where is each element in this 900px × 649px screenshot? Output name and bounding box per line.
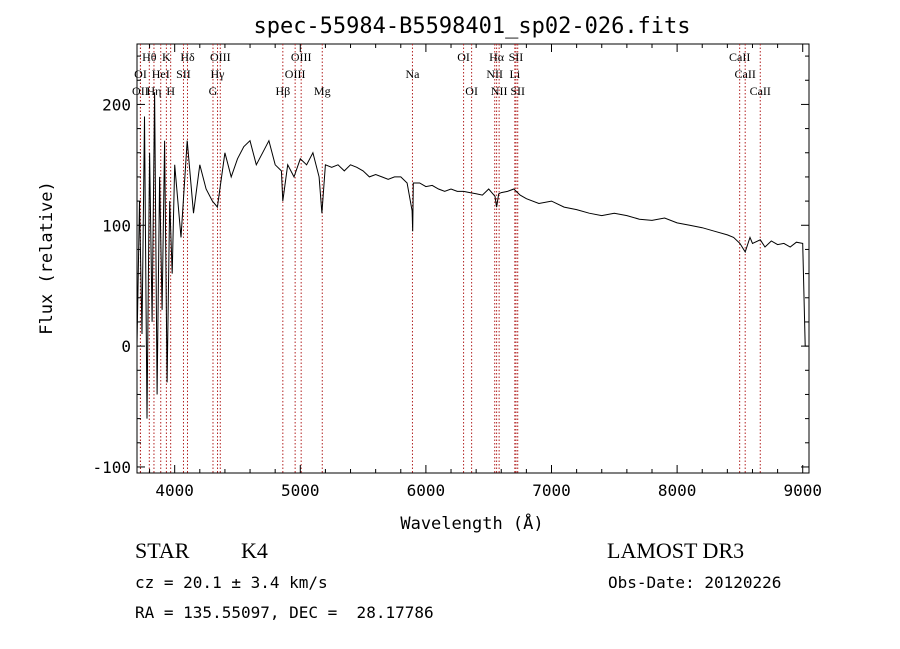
plot-frame bbox=[136, 43, 810, 474]
line-labels: Hθ K Hδ OIII OIII OI Hα SII CaII OI HeI SII Hγ OIII Na… bbox=[132, 50, 771, 98]
line-label: SII bbox=[176, 67, 191, 81]
axis-ticks: 4000 5000 6000 7000 8000 9000 -100 0 100 200 bbox=[92, 44, 822, 500]
coordinates: RA = 135.55097, DEC = 28.17786 bbox=[135, 603, 434, 622]
line-label: OIII bbox=[285, 67, 306, 81]
object-subclass: K4 bbox=[241, 538, 268, 563]
line-label: OIII bbox=[210, 50, 231, 64]
line-label: NII bbox=[491, 84, 508, 98]
line-label: HeI bbox=[152, 67, 170, 81]
x-tick-label: 9000 bbox=[783, 481, 822, 500]
line-label: NII bbox=[486, 67, 503, 81]
line-label: CaII bbox=[750, 84, 771, 98]
line-label: SII bbox=[510, 84, 525, 98]
line-label: K bbox=[162, 50, 171, 64]
line-label: SII bbox=[509, 50, 524, 64]
line-label: Hγ bbox=[211, 67, 226, 81]
line-label: Hα bbox=[489, 50, 505, 64]
y-tick-label: -100 bbox=[92, 458, 131, 477]
line-label: Hβ bbox=[275, 84, 290, 98]
y-tick-label: 100 bbox=[102, 216, 131, 235]
line-label: Hθ bbox=[142, 50, 157, 64]
observation-date: Obs-Date: 20120226 bbox=[608, 573, 782, 592]
line-label: CaII bbox=[729, 50, 750, 64]
flux-series-line bbox=[136, 92, 808, 419]
line-label: OI bbox=[465, 84, 478, 98]
x-axis-label: Wavelength (Å) bbox=[400, 512, 543, 534]
line-label: OIII bbox=[291, 50, 312, 64]
y-tick-label: 0 bbox=[121, 337, 131, 356]
x-tick-label: 4000 bbox=[155, 481, 194, 500]
line-label: CaII bbox=[735, 67, 756, 81]
survey-name: LAMOST DR3 bbox=[607, 538, 745, 563]
redshift-cz: cz = 20.1 ± 3.4 km/s bbox=[135, 573, 328, 592]
line-markers bbox=[139, 44, 761, 473]
line-label: H bbox=[166, 84, 175, 98]
chart-title: spec-55984-B5598401_sp02-026.fits bbox=[253, 14, 690, 39]
line-label: Na bbox=[405, 67, 420, 81]
line-label: Hη bbox=[146, 84, 161, 98]
line-label: G bbox=[209, 84, 218, 98]
x-tick-label: 6000 bbox=[407, 481, 446, 500]
y-axis-label: Flux (relative) bbox=[37, 181, 57, 335]
y-tick-label: 200 bbox=[102, 95, 131, 114]
x-tick-label: 8000 bbox=[658, 481, 697, 500]
x-tick-label: 5000 bbox=[281, 481, 320, 500]
line-label: OI bbox=[134, 67, 147, 81]
line-label: Mg bbox=[314, 84, 331, 98]
line-label: OI bbox=[457, 50, 470, 64]
line-label: Li bbox=[509, 67, 520, 81]
line-label: Hδ bbox=[180, 50, 195, 64]
x-tick-label: 7000 bbox=[532, 481, 571, 500]
object-class: STAR bbox=[135, 538, 190, 563]
line-label: OII bbox=[132, 84, 149, 98]
